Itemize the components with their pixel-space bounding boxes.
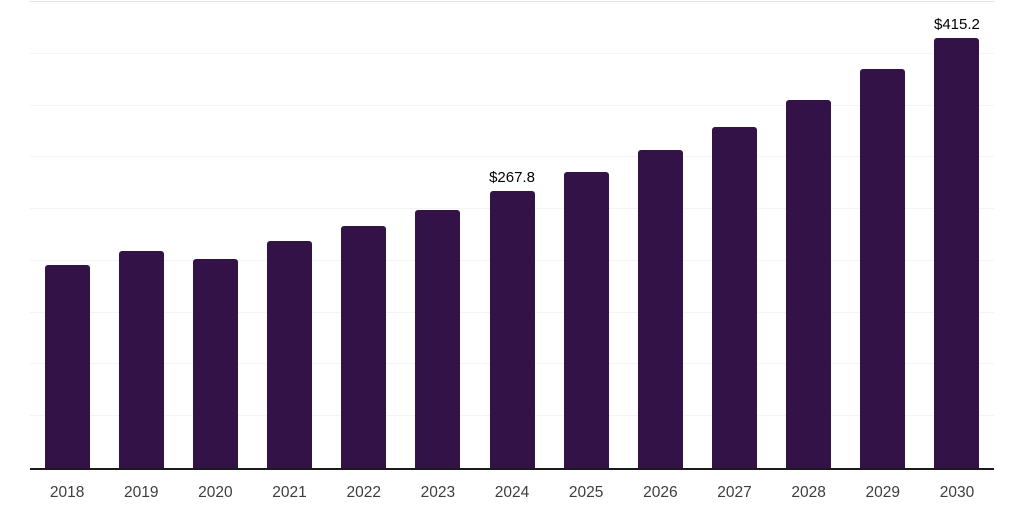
- bar-slot-2027: [697, 2, 771, 468]
- bar-slot-2026: [623, 2, 697, 468]
- gridline-450: [30, 1, 994, 2]
- x-tick-label-2023: 2023: [420, 484, 456, 501]
- bar-slot-2019: [104, 2, 178, 468]
- gridline-300: [30, 156, 994, 158]
- x-tick-label-2024: 2024: [494, 484, 530, 501]
- x-axis-labels: 2018 2019 2020 2021 2022 2023 2024 2025 2026 2027…: [30, 472, 994, 501]
- bar-2029[interactable]: [860, 68, 906, 468]
- bar-2019[interactable]: [118, 251, 164, 468]
- bar-2026[interactable]: [637, 149, 683, 468]
- x-tick-label-2021: 2021: [272, 484, 307, 501]
- bar-2023[interactable]: [415, 209, 461, 468]
- gridline-400: [30, 52, 994, 54]
- gridline-350: [30, 104, 994, 106]
- bar-slot-2030: $415.2: [920, 2, 994, 468]
- bar-slot-2029: [846, 2, 920, 468]
- plot-area: $267.8 $415.2: [30, 1, 994, 470]
- x-tick-label-2025: 2025: [568, 484, 604, 501]
- x-tick-label-2022: 2022: [346, 484, 381, 501]
- bar-2022[interactable]: [341, 225, 387, 468]
- bar-slot-2018: [30, 2, 104, 468]
- bar-2018[interactable]: [44, 265, 90, 468]
- bar-2024[interactable]: [489, 190, 535, 468]
- bar-slot-2025: [549, 2, 623, 468]
- x-tick-label-2026: 2026: [643, 484, 678, 501]
- bar-2027[interactable]: [711, 126, 757, 468]
- bar-slot-2022: [327, 2, 401, 468]
- bar-slot-2021: [252, 2, 326, 468]
- bar-value-label-2024: $267.8: [489, 168, 535, 186]
- bar-slot-2023: [401, 2, 475, 468]
- x-tick-label-2019: 2019: [123, 484, 159, 501]
- bar-2025[interactable]: [563, 172, 609, 468]
- x-tick-label-2028: 2028: [791, 484, 826, 501]
- x-tick-label-2027: 2027: [717, 484, 752, 501]
- bar-2030[interactable]: [934, 38, 980, 468]
- bar-2028[interactable]: [786, 99, 832, 468]
- x-tick-label-2030: 2030: [939, 484, 975, 501]
- x-tick-label-2020: 2020: [198, 484, 233, 501]
- bar-slot-2028: [772, 2, 846, 468]
- x-tick-label-2018: 2018: [49, 484, 85, 501]
- bar-2020[interactable]: [192, 259, 238, 468]
- bars: $267.8 $415.2: [30, 2, 994, 468]
- bar-value-label-2030: $415.2: [934, 16, 980, 34]
- bar-slot-2020: [178, 2, 252, 468]
- x-tick-label-2029: 2029: [865, 484, 901, 501]
- bar-slot-2024: $267.8: [475, 2, 549, 468]
- bar-2021[interactable]: [267, 241, 313, 468]
